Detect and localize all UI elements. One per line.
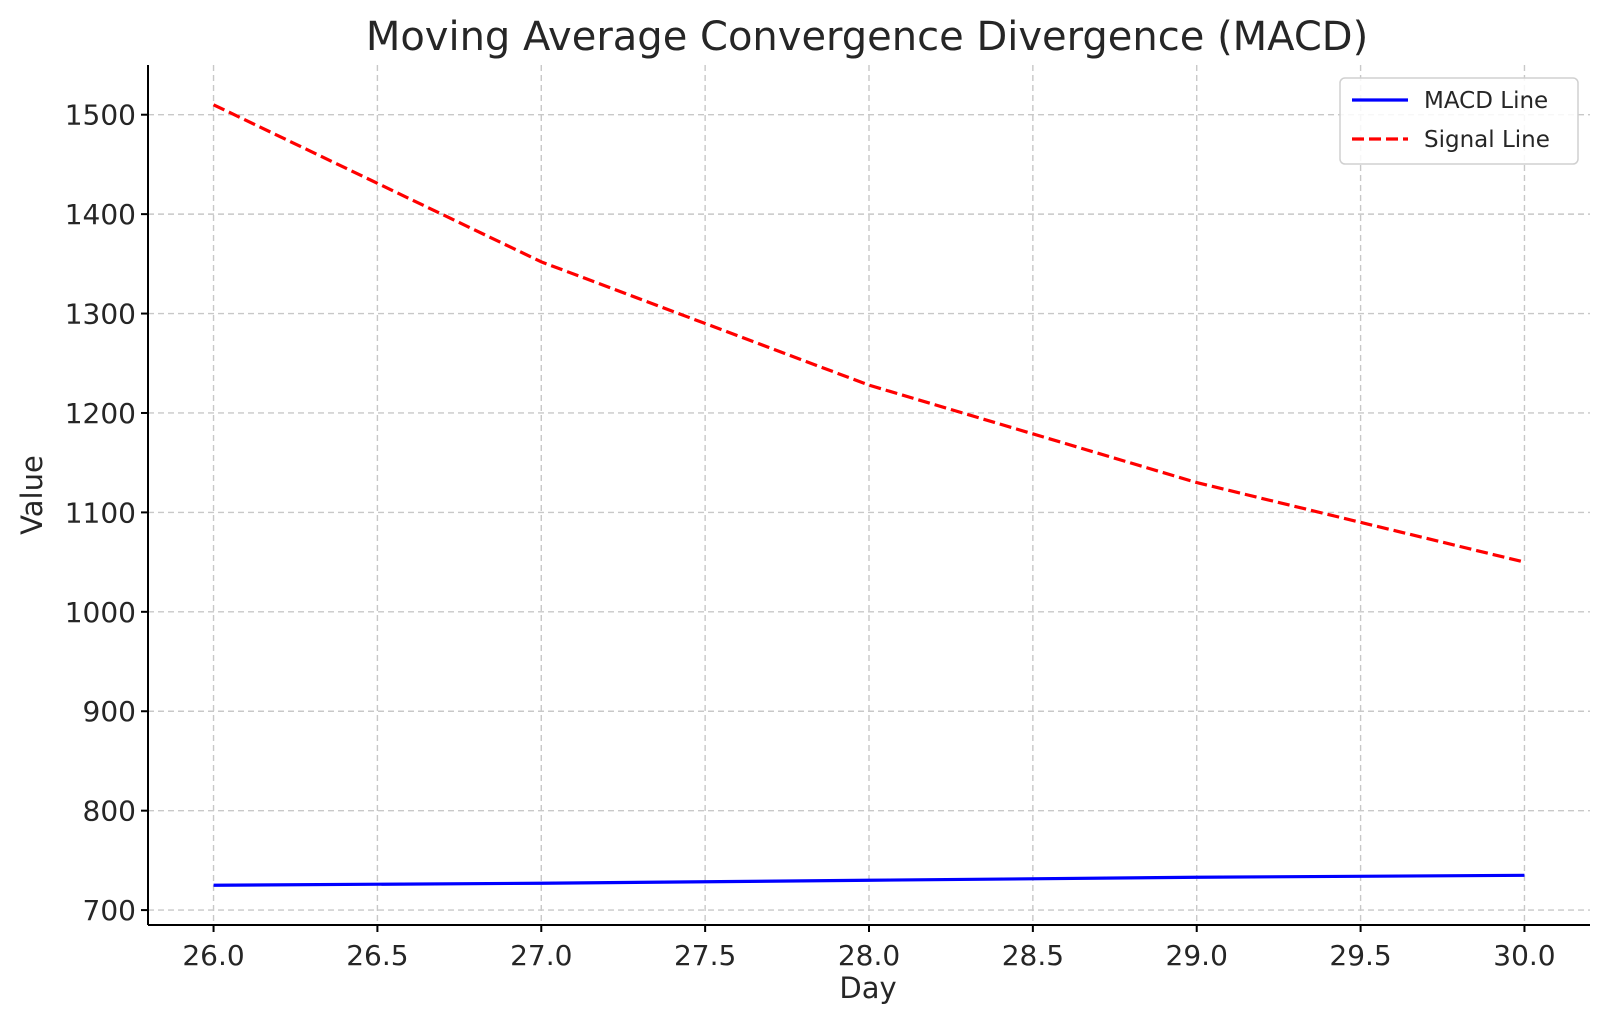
- y-tick-label: 800: [83, 795, 136, 828]
- tick-labels: 26.0 26.5 27.0 27.5 28.0 28.5 29.0 29.5 30.0 700 8…: [65, 99, 1556, 972]
- x-tick-label: 27.5: [674, 939, 736, 972]
- y-tick-label: 1100: [65, 496, 136, 529]
- grid: [148, 65, 1590, 925]
- x-tick-label: 30.0: [1493, 939, 1555, 972]
- x-axis-label: Day: [839, 971, 896, 1005]
- y-tick-label: 1400: [65, 198, 136, 231]
- y-tick-label: 700: [83, 894, 136, 927]
- x-tick-label: 27.0: [510, 939, 572, 972]
- series-lines: [212, 103, 1525, 887]
- x-tick-label: 26.0: [182, 939, 244, 972]
- y-tick-label: 1000: [65, 596, 136, 629]
- y-tick-label: 1300: [65, 298, 136, 331]
- y-tick-label: 1200: [65, 397, 136, 430]
- legend: MACD Line Signal Line: [1339, 77, 1579, 165]
- legend-label: MACD Line: [1424, 88, 1548, 114]
- y-tick-label: 900: [83, 695, 136, 728]
- y-tick-label: 1500: [65, 99, 136, 132]
- legend-label: Signal Line: [1424, 127, 1550, 153]
- y-axis-label: Value: [15, 455, 49, 535]
- series-line-macd: [213, 873, 1525, 887]
- x-tick-label: 29.0: [1166, 939, 1228, 972]
- x-tick-label: 28.0: [838, 939, 900, 972]
- chart-title: Moving Average Convergence Divergence (M…: [366, 14, 1368, 60]
- series-line-signal: [212, 103, 1525, 564]
- axes: [141, 65, 1590, 932]
- x-tick-label: 29.5: [1329, 939, 1391, 972]
- x-tick-label: 28.5: [1002, 939, 1064, 972]
- x-tick-label: 26.5: [346, 939, 408, 972]
